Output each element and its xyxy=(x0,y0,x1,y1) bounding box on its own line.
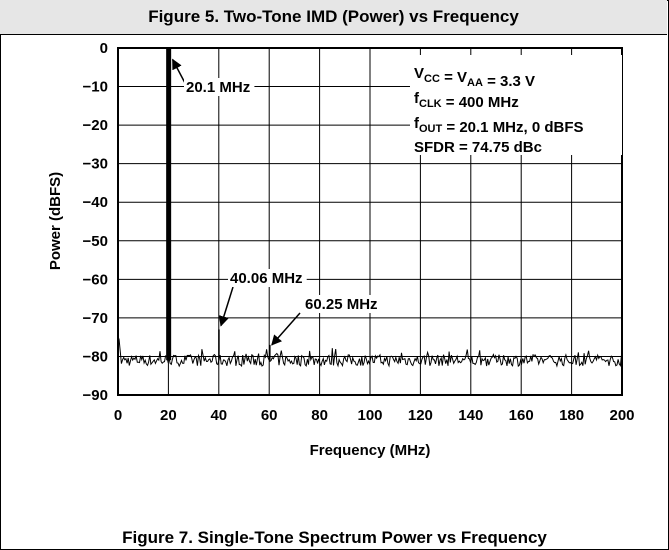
condition-line: SFDR = 74.75 dBc xyxy=(414,139,542,156)
condition-line: fOUT = 20.1 MHz, 0 dBFS xyxy=(414,115,584,136)
x-tick-label: 60 xyxy=(261,407,278,424)
spectrum-trace xyxy=(117,336,622,368)
x-tick-label: 0 xyxy=(114,407,122,424)
y-tick-label: −70 xyxy=(83,310,108,327)
y-tick-label: 0 xyxy=(100,40,108,57)
x-tick-label: 160 xyxy=(509,407,534,424)
peak-label: 60.25 MHz xyxy=(305,296,378,313)
condition-line: fCLK = 400 MHz xyxy=(414,90,519,111)
y-tick-label: −40 xyxy=(83,194,108,211)
y-tick-label: −10 xyxy=(83,79,108,96)
x-tick-label: 20 xyxy=(160,407,177,424)
x-tick-label: 40 xyxy=(210,407,227,424)
y-tick-label: −90 xyxy=(83,387,108,404)
condition-line: VCC = VAA = 3.3 V xyxy=(414,65,535,90)
annotation-bg xyxy=(184,78,255,96)
x-tick-label: 200 xyxy=(609,407,634,424)
y-tick-label: −50 xyxy=(83,233,108,250)
y-tick-label: −20 xyxy=(83,117,108,134)
annotation-arrow xyxy=(171,58,186,84)
x-tick-label: 120 xyxy=(408,407,433,424)
annotation-arrow xyxy=(271,312,301,346)
y-tick-label: −80 xyxy=(83,348,108,365)
annotation-bg xyxy=(303,295,382,313)
peak-label: 40.06 MHz xyxy=(230,270,303,287)
y-tick-label: −30 xyxy=(83,156,108,173)
annotation-bg xyxy=(228,269,307,287)
y-axis-label: Power (dBFS) xyxy=(47,172,64,270)
x-tick-labels: 0 20 40 60 80 100 120 140 160 180 200 xyxy=(114,407,635,424)
peak-lines xyxy=(166,48,271,361)
conditions-bg xyxy=(410,55,622,155)
x-tick-label: 180 xyxy=(559,407,584,424)
x-tick-label: 100 xyxy=(357,407,382,424)
figure-title: Figure 5. Two-Tone IMD (Power) vs Freque… xyxy=(0,0,667,35)
x-axis-label: Frequency (MHz) xyxy=(310,442,431,459)
x-tick-label: 140 xyxy=(458,407,483,424)
annotation-arrow xyxy=(218,286,234,327)
y-tick-labels: 0 −10 −20 −30 −40 −50 −60 −70 −80 −90 xyxy=(83,40,108,404)
x-tick-label: 80 xyxy=(311,407,328,424)
plot-border xyxy=(117,47,623,396)
next-figure-title: Figure 7. Single-Tone Spectrum Power vs … xyxy=(122,528,547,547)
y-tick-label: −60 xyxy=(83,271,108,288)
peak-label: 20.1 MHz xyxy=(186,79,250,96)
